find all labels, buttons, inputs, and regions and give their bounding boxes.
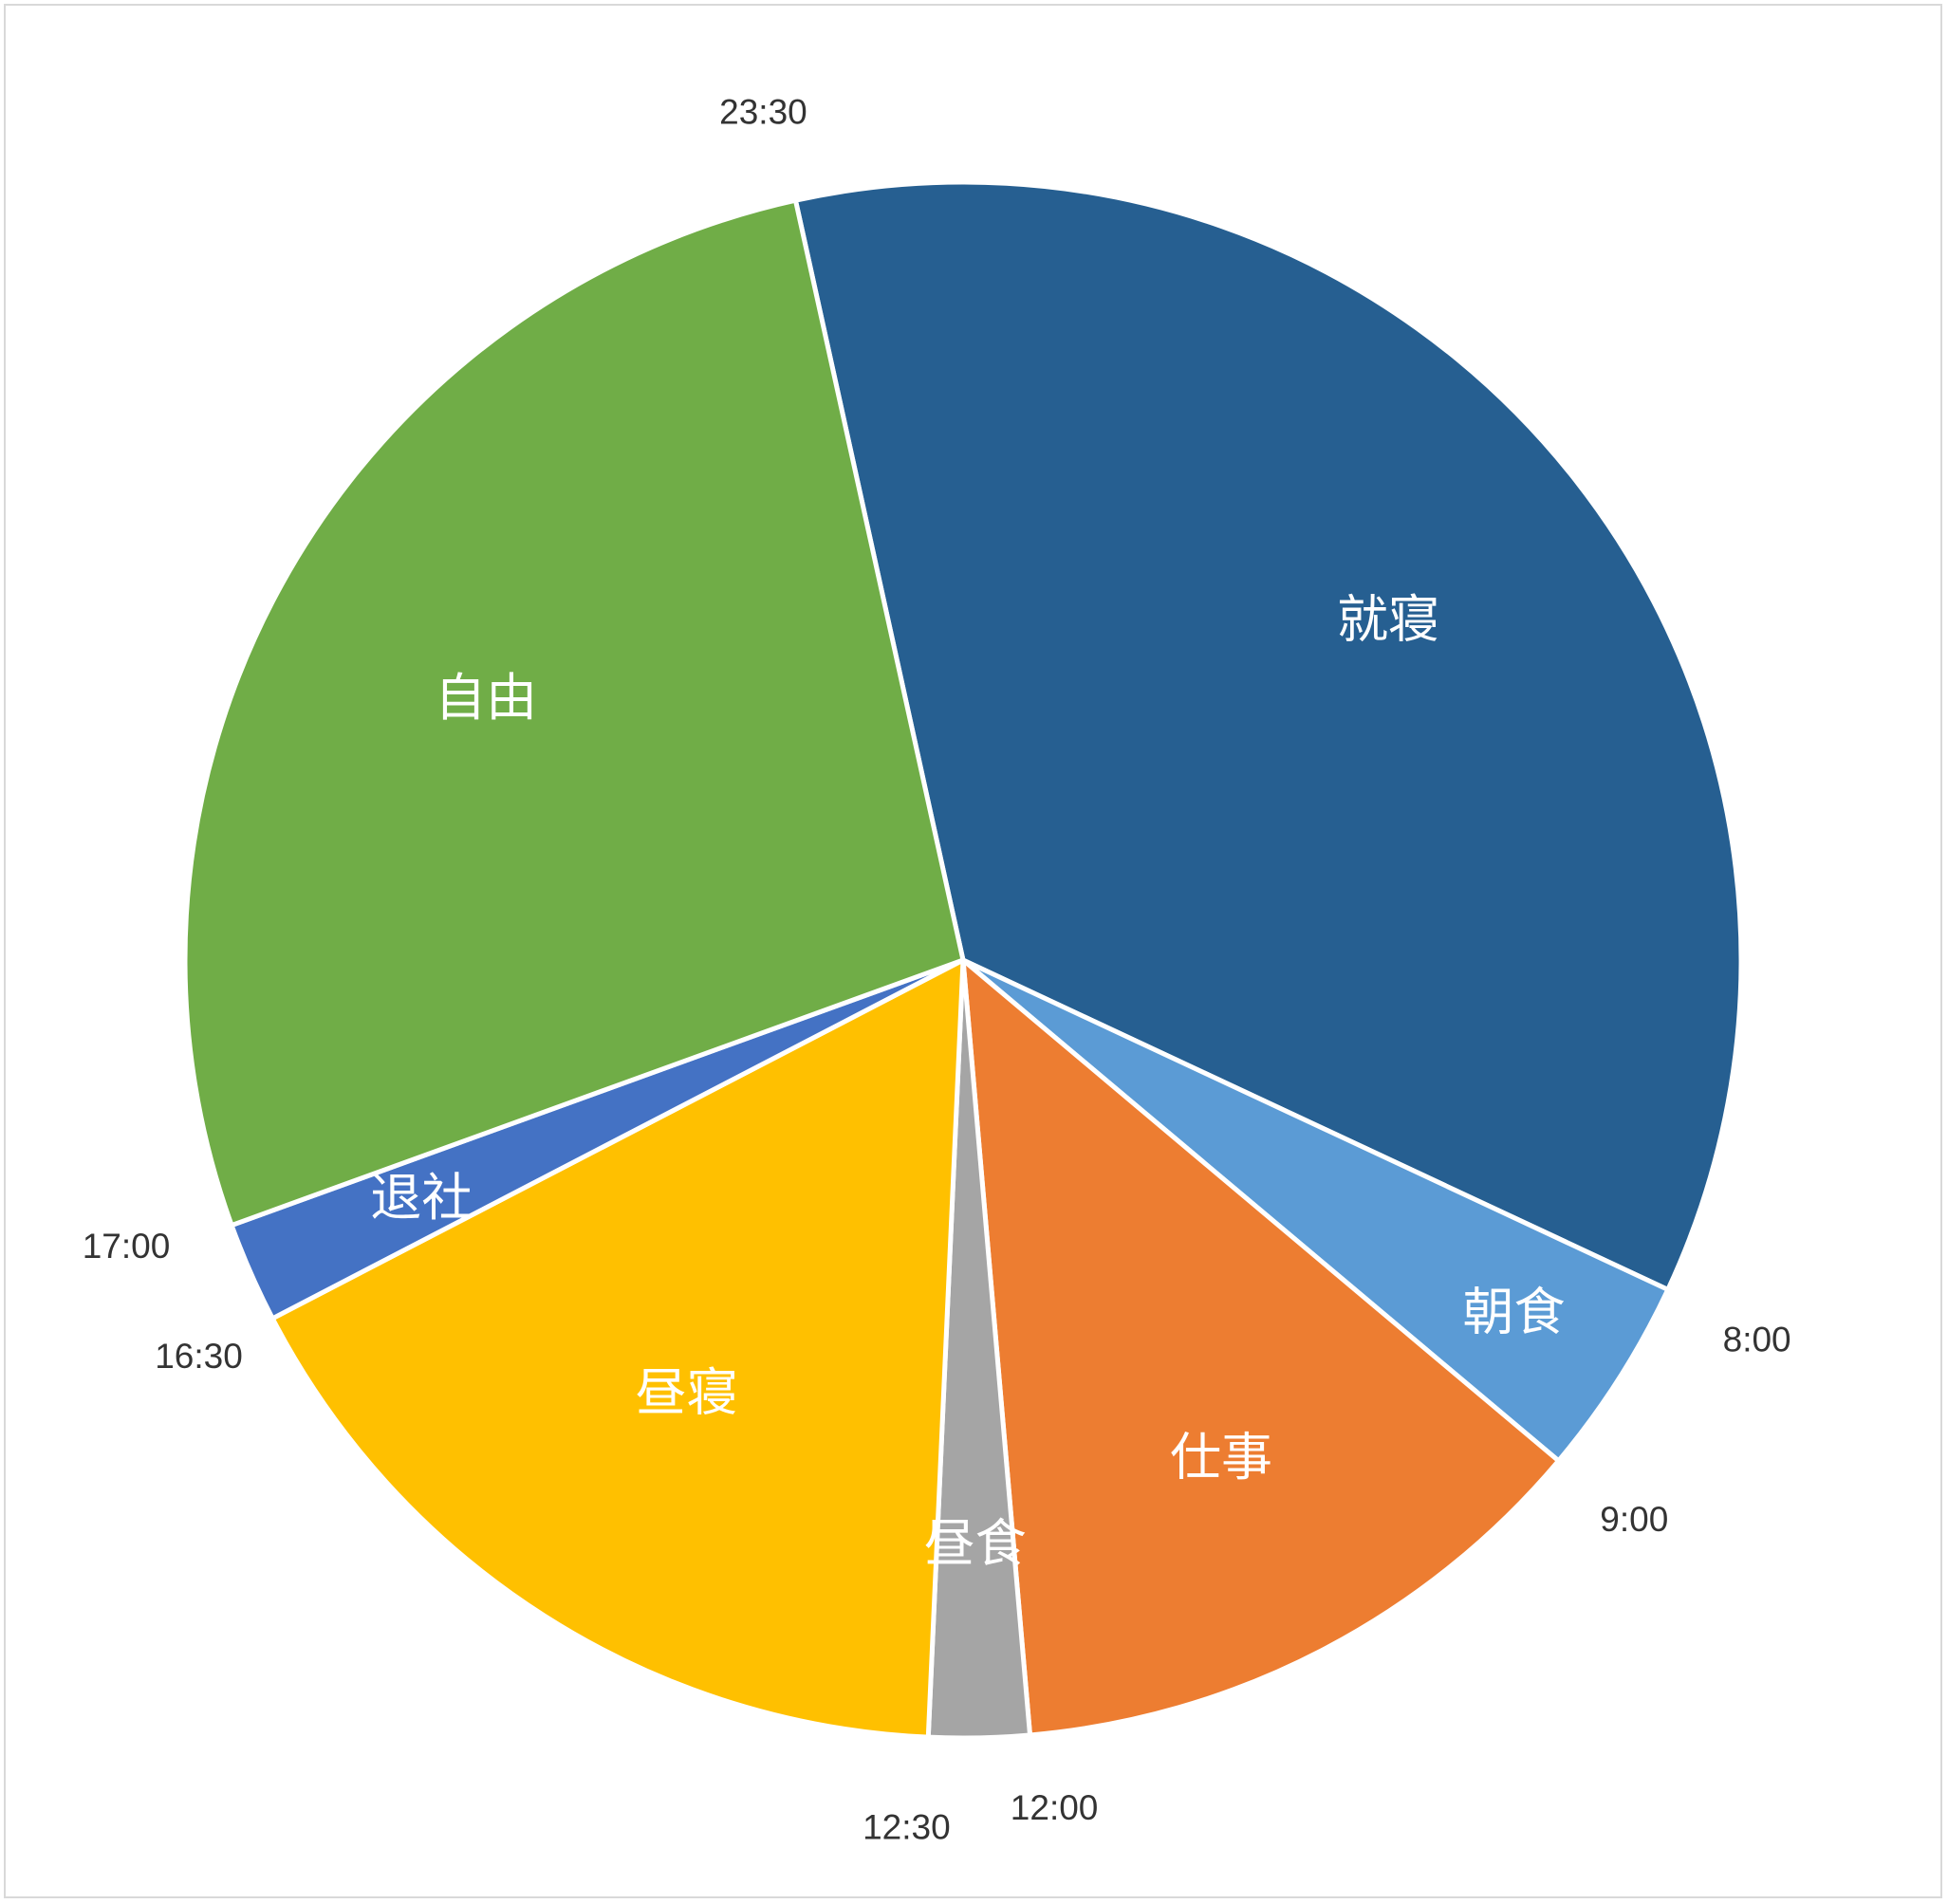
pie-slice-2 [960,957,1671,1464]
pie-slices [182,179,1744,1741]
time-label-4: 12:00 [1011,1788,1099,1827]
slice-label-6: 退社 [370,1168,473,1228]
slice-label-2: 朝食 [1462,1282,1565,1341]
time-label-3: 9:00 [1600,1500,1668,1539]
pie-slice-7 [182,197,966,1229]
time-label-2: 8:00 [1723,1320,1791,1359]
pie-slice-3 [960,957,1562,1738]
time-label-6: 16:30 [155,1337,243,1376]
pie-boundary-labels: 23:30 8:00 9:00 12:00 12:30 16:30 17:00 [83,92,1791,1846]
slice-label-4: 昼食 [924,1513,1027,1573]
slice-label-1: 就寝 [1337,590,1439,650]
time-label-5: 12:30 [863,1808,951,1847]
pie-slice-1 [792,179,1744,1292]
slice-label-5: 昼寝 [636,1363,738,1423]
time-label-7: 17:00 [83,1227,171,1266]
pie-slice-5 [269,957,966,1740]
time-label-1: 23:30 [719,92,807,131]
slice-label-7: 自由 [435,668,537,728]
slice-label-3: 仕事 [1170,1428,1272,1488]
